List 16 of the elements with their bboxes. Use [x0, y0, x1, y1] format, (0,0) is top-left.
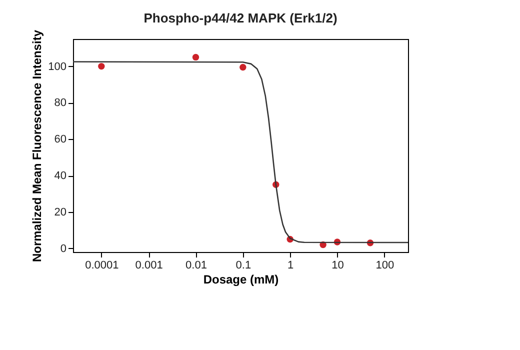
x-tick-label: 100	[376, 260, 394, 272]
y-tick-label: 60	[54, 134, 66, 146]
y-tick-label: 0	[60, 242, 66, 255]
y-axis-title: Normalized Mean Fluorescence Intensity	[30, 30, 44, 262]
y-tick-label: 20	[54, 206, 66, 218]
x-tick-label: 1	[288, 260, 294, 272]
x-tick-label: 0.001	[135, 260, 163, 272]
x-tick-label: 0.0001	[85, 260, 119, 272]
y-tick-label: 80	[54, 97, 66, 110]
y-tick-label: 100	[48, 60, 66, 73]
x-axis-title: Dosage (mM)	[203, 272, 279, 286]
y-tick-label: 40	[54, 170, 66, 182]
x-tick-label: 0.01	[186, 260, 207, 272]
x-tick-label: 0.1	[236, 260, 252, 272]
x-tick-label: 10	[332, 260, 344, 272]
chart-title: Phospho-p44/42 MAPK (Erk1/2)	[144, 10, 338, 26]
